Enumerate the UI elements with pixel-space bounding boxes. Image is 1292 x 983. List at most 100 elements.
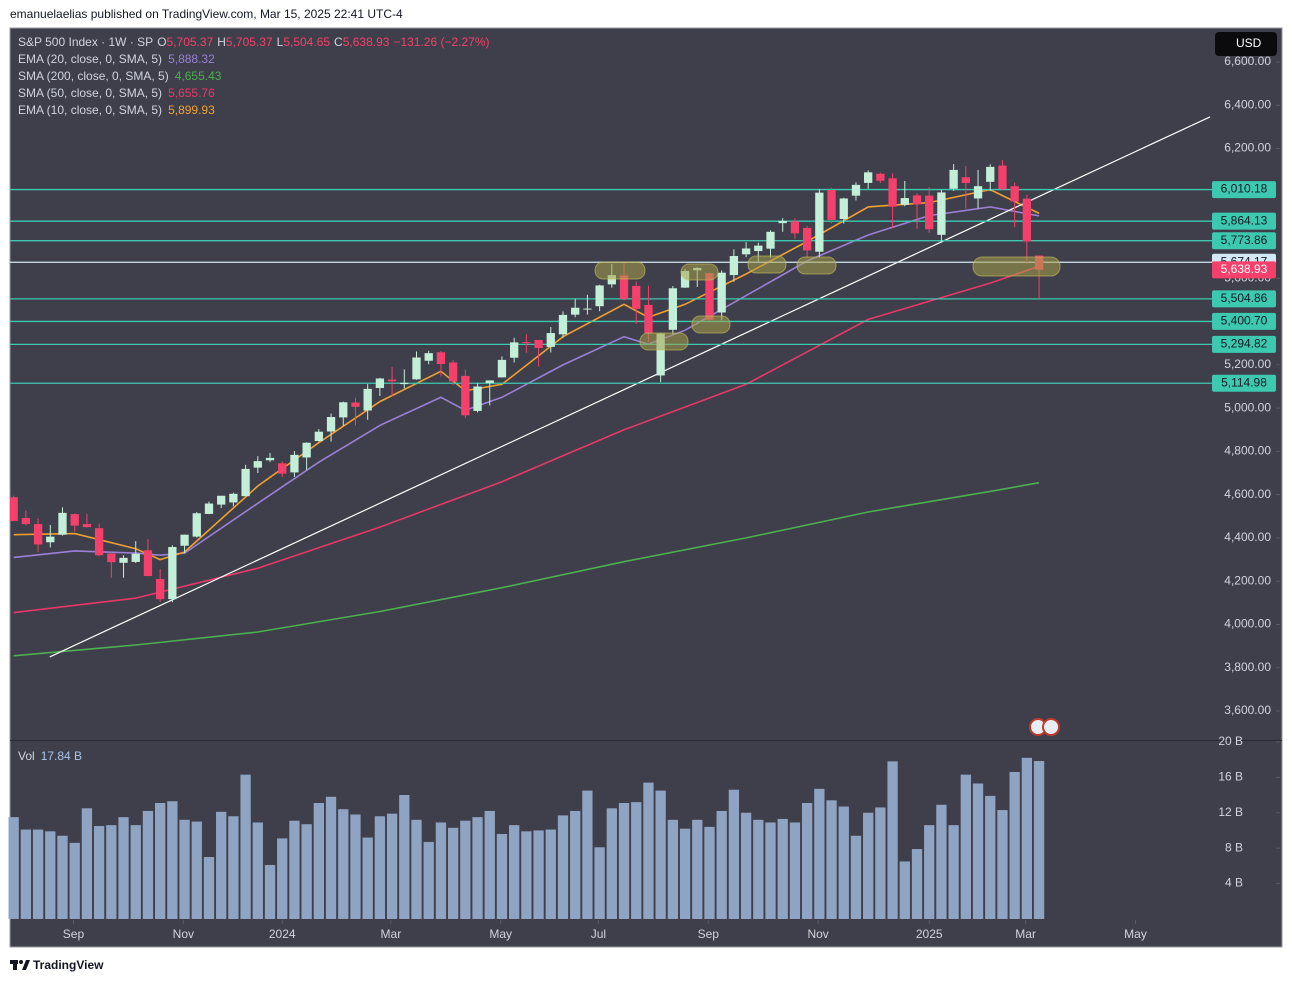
volume-bar (472, 817, 483, 919)
candle-body (436, 352, 446, 364)
candle-body (790, 221, 800, 234)
volume-bar (875, 807, 886, 919)
volume-bar (838, 806, 849, 919)
candle-body (375, 378, 385, 389)
candle-body (729, 256, 739, 276)
legend-letter: C (334, 35, 343, 49)
candle-body (485, 380, 494, 384)
volume-tick-label: 12 B (1218, 805, 1243, 819)
volume-tick-label: 4 B (1225, 876, 1243, 890)
candle-body (668, 288, 678, 330)
volume-tick-label: 8 B (1225, 840, 1243, 854)
volume-bar (313, 802, 324, 919)
volume-bar (228, 816, 239, 919)
candle-body (705, 273, 714, 320)
volume-bar (728, 789, 740, 919)
candle-body (497, 359, 507, 378)
volume-bar (179, 819, 190, 919)
volume-bar (57, 835, 68, 919)
candle-body (619, 275, 629, 299)
level-badge-label: 5,773.86 (1221, 233, 1268, 247)
candle-body (448, 362, 458, 382)
volume-legend: Vol 17.84 B (18, 749, 82, 763)
candle-body (986, 166, 995, 182)
y-tick-label: 3,800.00 (1224, 660, 1271, 674)
legend-indicator-value: 5,655.76 (168, 86, 215, 100)
volume-bar (509, 825, 520, 919)
candle-body (192, 513, 201, 537)
level-badge-label: 5,114.98 (1221, 375, 1267, 389)
highlight (796, 256, 837, 275)
legend-value: 5,705.37 (226, 35, 273, 49)
volume-legend-name: Vol (18, 749, 35, 763)
candle-body (754, 245, 763, 252)
volume-legend-value: 17.84 B (41, 749, 82, 763)
volume-bar (435, 822, 447, 919)
y-tick-label: 4,600.00 (1224, 487, 1271, 501)
x-tick-label: Nov (807, 927, 828, 941)
candle-body (912, 195, 922, 205)
legend-value: 5,705.37 (167, 35, 214, 49)
candle-body (876, 173, 885, 181)
legend-letter: H (217, 35, 226, 49)
volume-bar (496, 833, 508, 919)
volume-bar (631, 802, 642, 919)
candle-body (387, 379, 397, 382)
candle-body (534, 339, 543, 348)
candle-body (937, 192, 946, 235)
y-tick-label: 4,200.00 (1224, 573, 1271, 587)
volume-bar (753, 819, 764, 919)
candle-body (424, 353, 433, 361)
volume-bar (20, 829, 32, 919)
candle-body (10, 497, 18, 522)
legend-indicator-value: 4,655.43 (175, 69, 222, 83)
last-price-badge (1212, 261, 1276, 279)
legend-indicator-value: 5,899.93 (168, 103, 215, 117)
volume-bar (765, 822, 776, 919)
currency-button[interactable] (1215, 32, 1277, 56)
candle-body (717, 272, 726, 313)
x-tick-label: 2024 (269, 927, 296, 941)
volume-bar (423, 841, 434, 919)
level-badge-label: 5,864.13 (1221, 213, 1268, 227)
volume-bar (264, 864, 276, 919)
candle-body (412, 357, 421, 380)
volume-bar (350, 814, 361, 919)
legend-indicator: EMA (20, close, 0, SMA, 5) 5,888.32 (18, 52, 215, 66)
header: emanuelaelias published on TradingView.c… (10, 7, 403, 21)
candle-body (143, 550, 153, 577)
volume-bar (325, 796, 337, 919)
candle-body (583, 308, 592, 310)
volume-bar (667, 819, 679, 919)
candle-body (778, 220, 787, 224)
logo-part (22, 960, 30, 970)
candle-body (217, 495, 226, 505)
x-tick-label: Sep (63, 927, 85, 941)
candle-body (290, 454, 299, 473)
candle-body (168, 547, 177, 600)
volume-bar (692, 819, 703, 919)
candle-body (925, 195, 934, 230)
volume-bar (130, 825, 141, 919)
candle-body (949, 169, 958, 189)
volume-bar (557, 815, 569, 919)
level-badge-label: 5,294.82 (1221, 337, 1268, 351)
x-tick-label: Mar (1015, 927, 1036, 941)
volume-bar (362, 837, 373, 919)
level-badge (1212, 181, 1276, 199)
volume-bar (32, 829, 44, 919)
candle-body (339, 402, 348, 418)
last-price-label: 5,638.93 (1221, 262, 1268, 276)
highlight (691, 315, 731, 334)
volume-bar (948, 825, 959, 919)
volume-tick-label: 16 B (1218, 769, 1243, 783)
legend-letter: O (157, 35, 166, 49)
currency-label[interactable]: USD (1236, 36, 1262, 50)
volume-bar (167, 801, 178, 919)
volume-bar (447, 827, 459, 919)
volume-bar (911, 849, 923, 919)
level-badge (1212, 335, 1276, 353)
volume-bar (106, 825, 117, 919)
